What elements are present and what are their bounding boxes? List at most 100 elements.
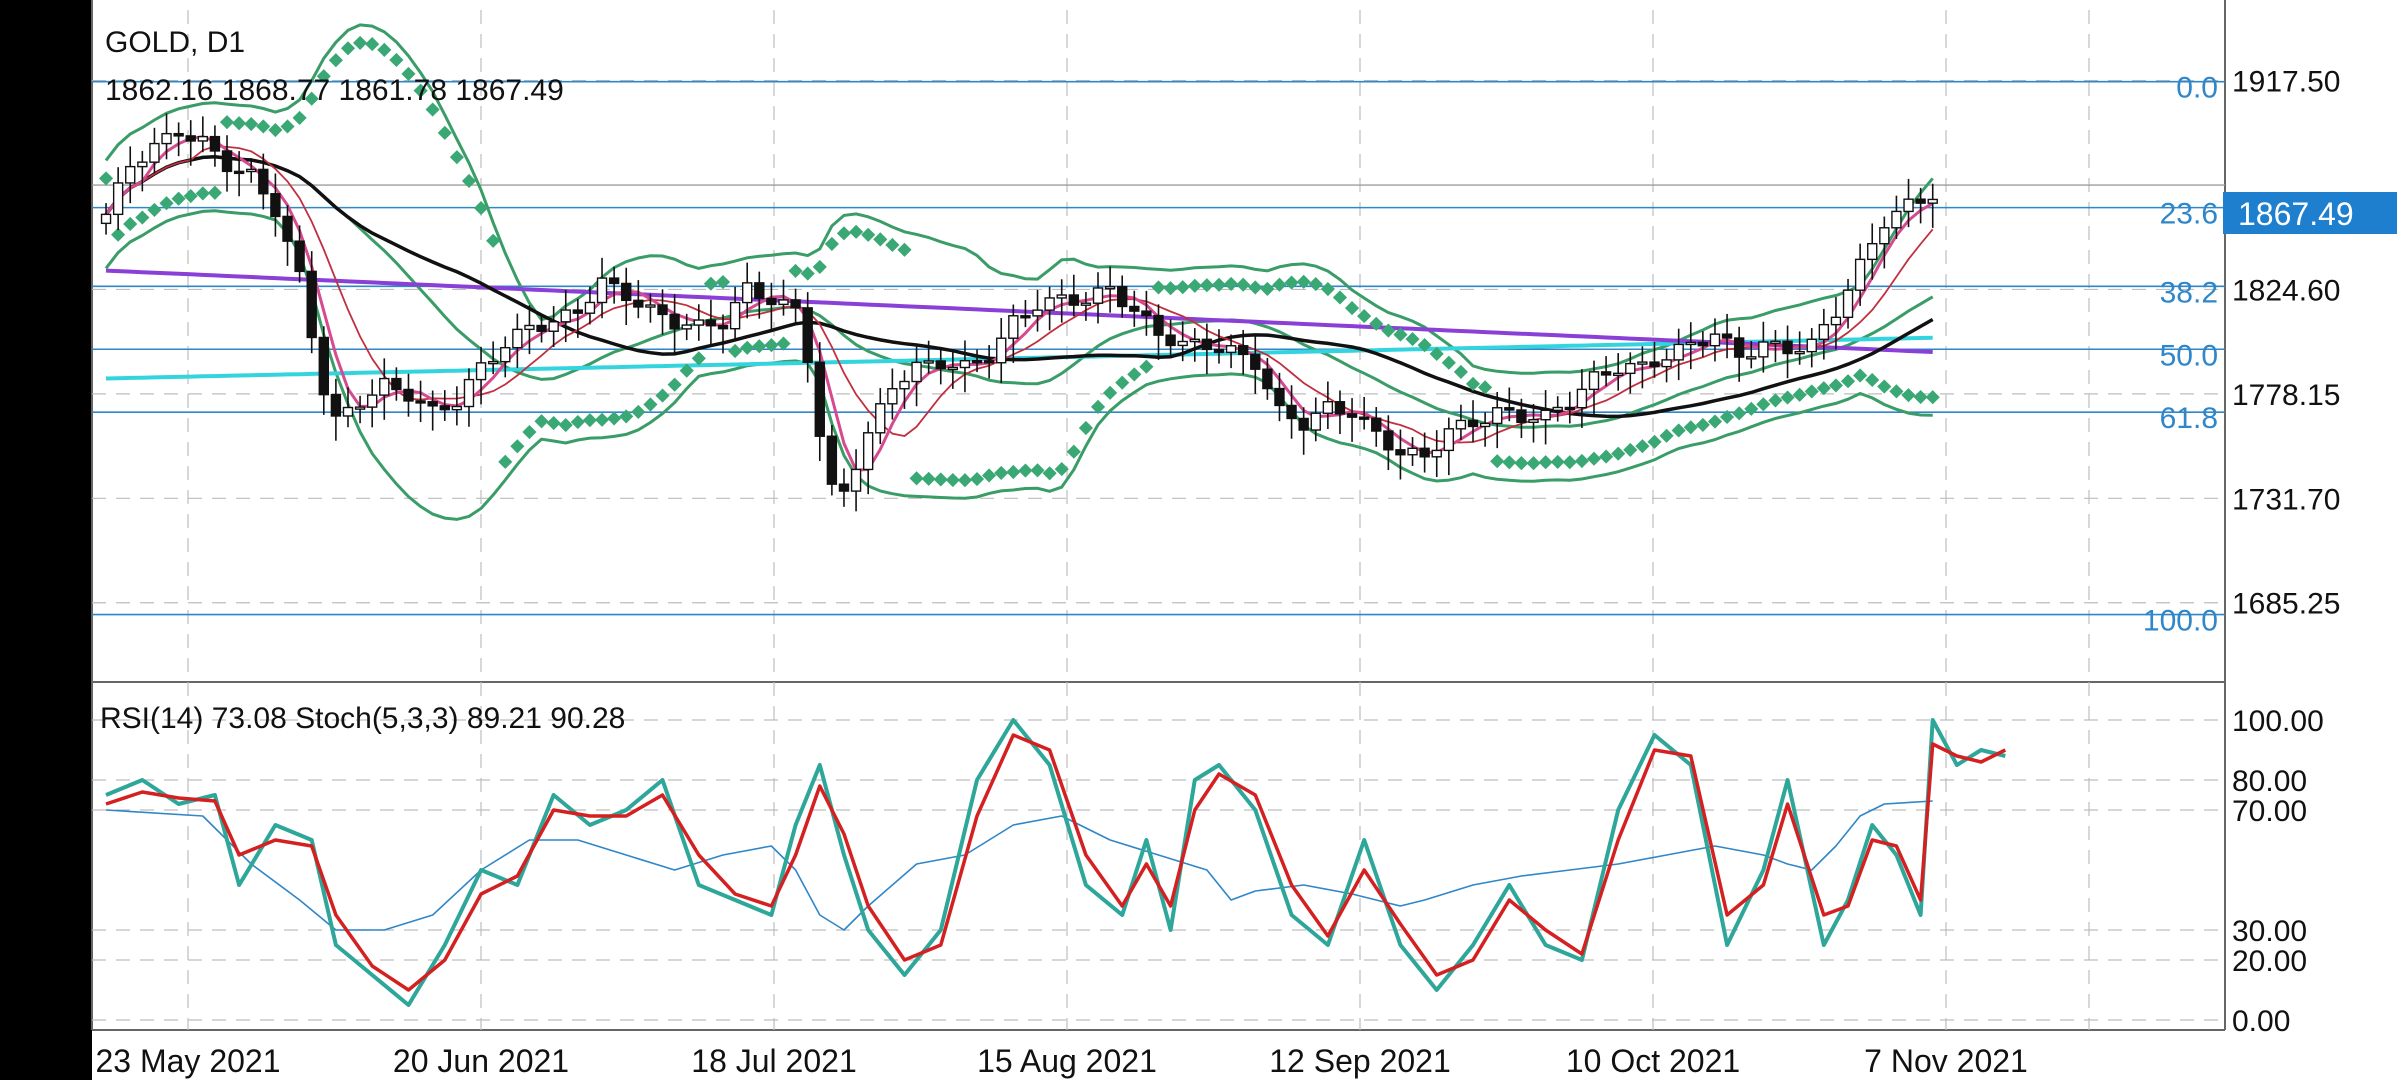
candle-body	[1806, 338, 1817, 353]
current-price-badge	[2223, 192, 2397, 234]
candle-body	[1673, 343, 1684, 361]
candle-body	[1407, 447, 1418, 456]
parabolic-sar-dot	[135, 210, 150, 225]
candle-body	[754, 282, 765, 300]
fib-level-label: 100.0	[2143, 605, 2218, 638]
candle-body	[366, 394, 378, 408]
candle-body	[1250, 353, 1261, 370]
candle-body	[1310, 412, 1321, 431]
candle-body	[500, 346, 511, 363]
candle-body	[330, 393, 342, 417]
candle-body	[693, 319, 705, 326]
candle-body	[173, 132, 184, 137]
candle-body	[1092, 287, 1104, 304]
candle-body	[621, 282, 632, 302]
parabolic-sar-dot	[691, 351, 706, 366]
candle-body	[1129, 305, 1140, 312]
candle-body	[1080, 302, 1092, 306]
stoch-signal-line	[105, 733, 2007, 992]
parabolic-sar-dot	[1720, 409, 1735, 425]
candle-body	[911, 361, 922, 383]
bollinger-lower-line	[104, 209, 1933, 521]
candle-body	[185, 135, 196, 142]
candle-body	[959, 360, 971, 369]
candle-body	[766, 297, 777, 306]
ma-purple-line	[105, 268, 1933, 354]
candle-body	[548, 321, 559, 332]
candle-body	[1274, 387, 1285, 407]
oscillator-tick-label: 20.00	[2232, 945, 2307, 978]
candle-body	[463, 378, 475, 408]
parabolic-sar-dot	[1599, 449, 1614, 464]
parabolic-sar-dot	[1574, 453, 1589, 469]
fib-level-label: 61.8	[2160, 402, 2218, 435]
parabolic-sar-dot	[546, 415, 561, 431]
date-tick-label: 12 Sep 2021	[1269, 1043, 1451, 1079]
parabolic-sar-dot	[147, 202, 162, 217]
parabolic-sar-dot	[171, 191, 186, 206]
candle-body	[584, 301, 596, 314]
candle-body	[1770, 340, 1781, 344]
candle-body	[379, 377, 390, 396]
candle-body	[1879, 227, 1890, 245]
candle-body	[125, 165, 136, 184]
fib-level-label: 50.0	[2160, 339, 2218, 372]
candle-body	[705, 319, 717, 327]
parabolic-sar-dot	[1175, 280, 1190, 295]
candle-body	[1237, 345, 1249, 356]
date-tick-label: 18 Jul 2021	[691, 1043, 856, 1079]
parabolic-sar-dot	[207, 185, 222, 200]
parabolic-sar-dot	[667, 377, 682, 392]
parabolic-sar-dot	[1816, 381, 1831, 396]
parabolic-sar-dot	[522, 424, 537, 440]
chart-background-layer	[91, 0, 2400, 1080]
axes-layer: 1917.50 1824.60 1778.15 1731.70 1685.25 23 Ma…	[95, 66, 2340, 1079]
price-tick-label: 1685.25	[2232, 588, 2340, 621]
candle-body	[935, 360, 946, 370]
candle-body	[1479, 422, 1491, 428]
candle-body	[633, 299, 644, 308]
price-tick-label: 1731.70	[2232, 483, 2340, 516]
parabolic-sar-dot	[800, 266, 815, 281]
candle-body	[717, 325, 729, 330]
candle-body	[1733, 337, 1745, 358]
candle-body	[270, 193, 281, 218]
candle-body	[923, 360, 934, 364]
candle-body	[1492, 407, 1503, 425]
parabolic-sar-dot	[280, 119, 295, 134]
candle-body	[209, 135, 221, 152]
candle-body	[1322, 401, 1334, 414]
parabolic-sar-dot	[1490, 454, 1505, 469]
oscillator-label: RSI(14) 73.08 Stoch(5,3,3) 89.21 90.28	[100, 702, 625, 735]
candle-body	[947, 366, 959, 371]
candle-body	[342, 406, 354, 417]
candle-body	[1564, 406, 1576, 411]
candle-body	[1104, 286, 1116, 290]
candle-body	[415, 400, 426, 404]
symbol-title: GOLD, D1	[105, 26, 245, 59]
candle-body	[1516, 409, 1527, 424]
parabolic-sar-dot	[824, 236, 839, 251]
parabolic-sar-dot	[232, 116, 247, 131]
candle-body	[1020, 315, 1031, 319]
candle-body	[778, 299, 789, 306]
candle-body	[838, 483, 850, 492]
candle-body	[487, 360, 499, 365]
candle-body	[681, 324, 692, 330]
parabolic-sar-dot	[1514, 456, 1529, 471]
parabolic-sar-dot	[1901, 388, 1916, 403]
candle-body	[1891, 210, 1902, 229]
candle-body	[1588, 371, 1600, 391]
parabolic-sar-dot	[1744, 401, 1759, 416]
candle-body	[802, 307, 813, 364]
candle-body	[657, 304, 668, 316]
parabolic-sar-dot	[98, 171, 114, 186]
candle-body	[1915, 198, 1926, 204]
candle-body	[608, 277, 620, 285]
candle-body	[282, 215, 293, 242]
candle-body	[1419, 447, 1430, 458]
fib-level-label: 23.6	[2160, 198, 2218, 231]
parabolic-sar-dot	[619, 409, 634, 424]
candle-body	[1213, 348, 1225, 354]
